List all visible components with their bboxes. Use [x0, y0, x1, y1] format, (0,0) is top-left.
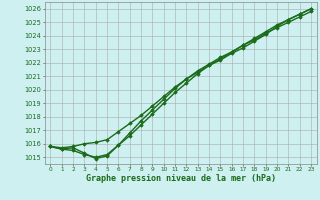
- X-axis label: Graphe pression niveau de la mer (hPa): Graphe pression niveau de la mer (hPa): [86, 174, 276, 183]
